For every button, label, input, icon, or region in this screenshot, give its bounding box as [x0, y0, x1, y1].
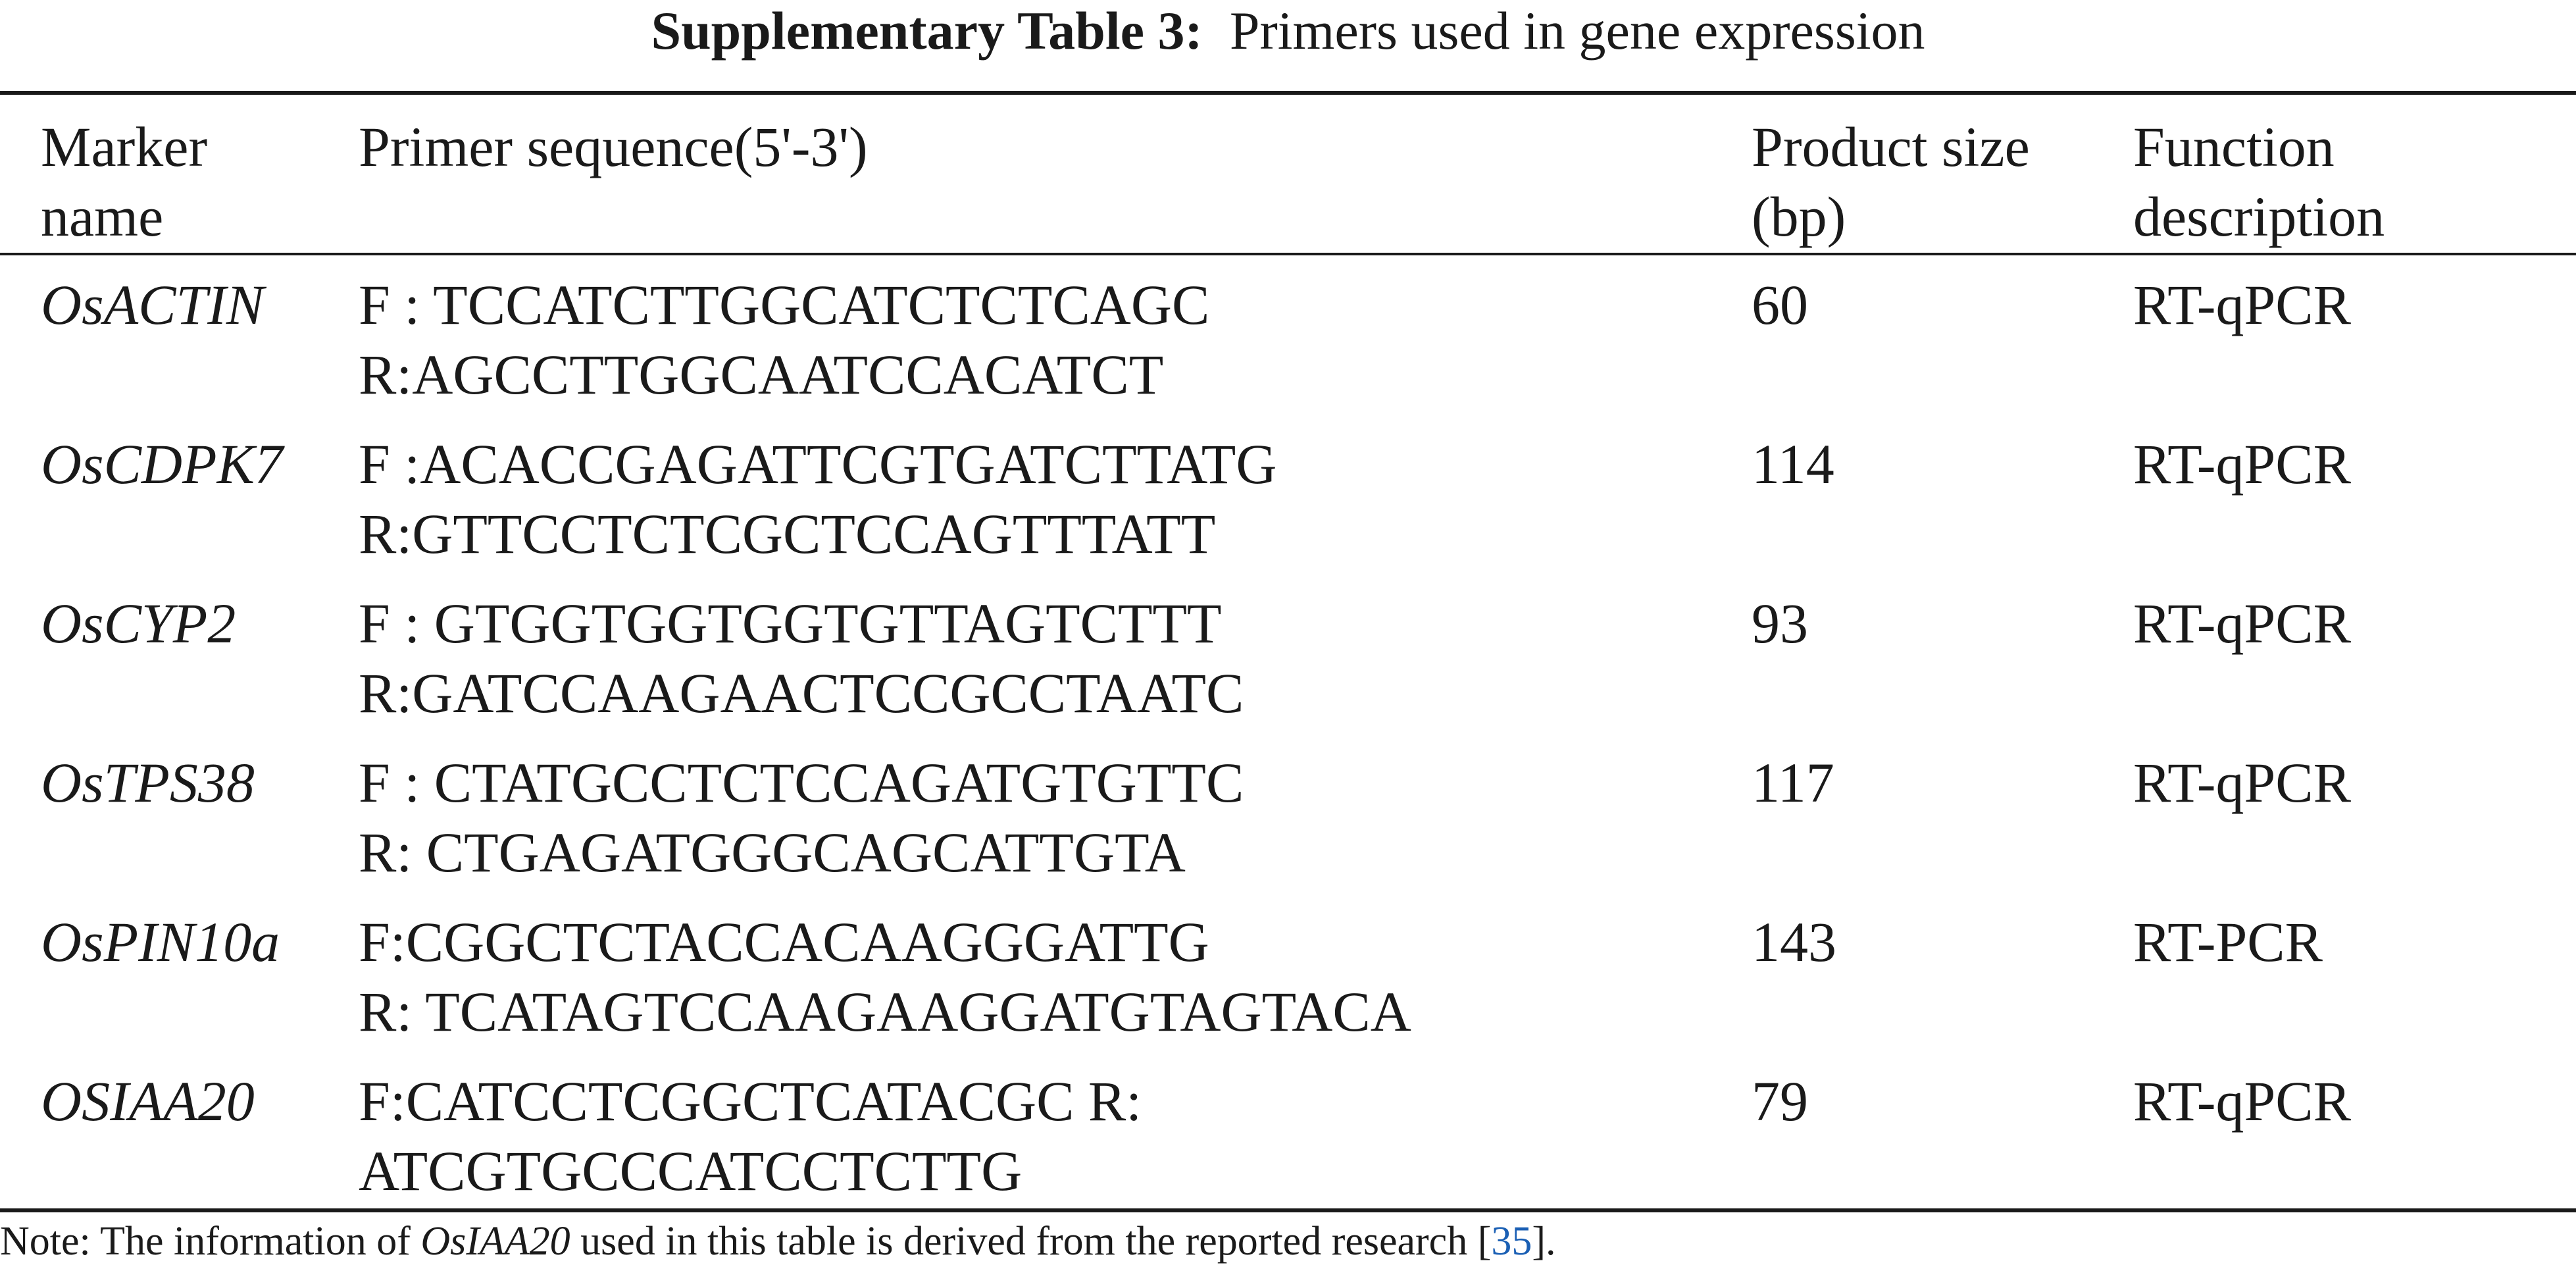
- row-primer: F : TCCATCTTGGCATCTCTCAGC R:AGCCTTGGCAAT…: [359, 273, 1210, 406]
- row-marker: OsTPS38: [41, 751, 255, 814]
- row-marker: OSIAA20: [41, 1070, 255, 1133]
- row-marker: OsCDPK7: [41, 432, 283, 496]
- header-marker-name: Marker name: [41, 115, 208, 248]
- row-function: RT-qPCR: [2133, 432, 2352, 496]
- row-product-size: 114: [1752, 432, 1834, 496]
- table-caption-label: Supplementary Table 3:: [651, 1, 1203, 61]
- row-function: RT-PCR: [2133, 910, 2323, 973]
- row-function: RT-qPCR: [2133, 273, 2352, 336]
- row-primer: F : GTGGTGGTGGTGTTAGTCTTT R:GATCCAAGAACT…: [359, 592, 1244, 725]
- table-caption: Supplementary Table 3: Primers used in g…: [0, 1, 2576, 61]
- bottom-rule: [0, 1208, 2576, 1212]
- note-prefix: Note: The information of: [0, 1219, 421, 1264]
- header-product-size: Product size (bp): [1752, 115, 2030, 248]
- note-gene: OsIAA20: [420, 1219, 570, 1264]
- row-product-size: 79: [1752, 1070, 1808, 1133]
- row-function: RT-qPCR: [2133, 1070, 2352, 1133]
- row-marker: OsPIN10a: [41, 910, 280, 973]
- table-caption-text: Primers used in gene expression: [1229, 1, 1925, 61]
- note-suffix: ].: [1532, 1219, 1556, 1264]
- row-product-size: 93: [1752, 592, 1808, 655]
- row-function: RT-qPCR: [2133, 592, 2352, 655]
- header-function-description: Function description: [2133, 115, 2385, 248]
- note-middle: used in this table is derived from the r…: [570, 1219, 1492, 1264]
- row-marker: OsACTIN: [41, 273, 265, 336]
- header-rule: [0, 253, 2576, 255]
- top-rule: [0, 91, 2576, 95]
- row-product-size: 117: [1752, 751, 1834, 814]
- reference-link[interactable]: 35: [1491, 1219, 1532, 1264]
- table-note: Note: The information of OsIAA20 used in…: [0, 1218, 1556, 1265]
- row-product-size: 143: [1752, 910, 1836, 973]
- row-primer: F :ACACCGAGATTCGTGATCTTATG R:GTTCCTCTCGC…: [359, 432, 1277, 565]
- header-primer-sequence: Primer sequence(5'-3'): [359, 115, 868, 178]
- row-primer: F:CGGCTCTACCACAAGGGATTG R: TCATAGTCCAAGA…: [359, 910, 1411, 1043]
- row-function: RT-qPCR: [2133, 751, 2352, 814]
- row-marker: OsCYP2: [41, 592, 236, 655]
- row-product-size: 60: [1752, 273, 1808, 336]
- row-primer: F : CTATGCCTCTCCAGATGTGTTC R: CTGAGATGGG…: [359, 751, 1244, 884]
- row-primer: F:CATCCTCGGCTCATACGC R: ATCGTGCCCATCCTCT…: [359, 1070, 1142, 1202]
